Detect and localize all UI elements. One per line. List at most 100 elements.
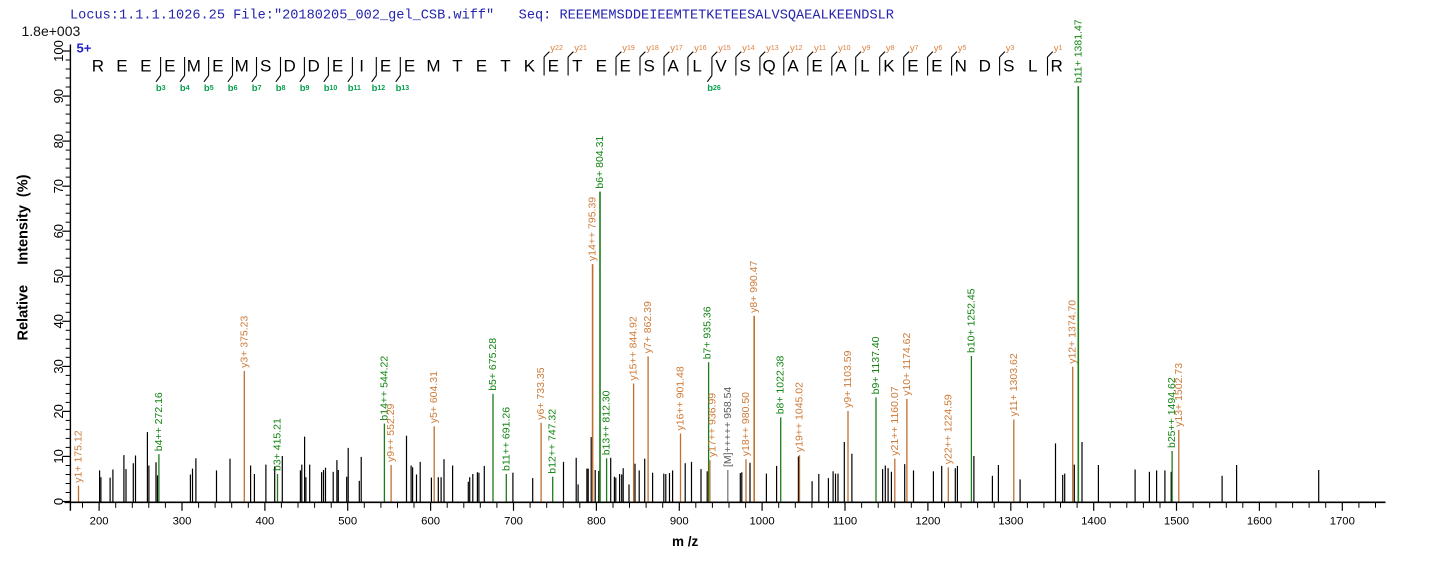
svg-text:y19++ 1045.02: y19++ 1045.02 [794,382,806,452]
svg-text:300: 300 [173,516,192,528]
svg-text:E: E [332,57,343,76]
svg-text:30: 30 [51,359,66,373]
svg-text:y17: y17 [670,43,683,54]
svg-text:1.8e+003: 1.8e+003 [22,23,81,39]
svg-text:Relative Intensity (%): Relative Intensity (%) [16,174,32,340]
svg-text:E: E [620,57,631,76]
svg-text:A: A [668,57,680,76]
svg-text:y21: y21 [574,43,587,54]
svg-text:y9++ 552.29: y9++ 552.29 [385,403,397,462]
svg-text:10: 10 [51,449,66,463]
svg-text:y13: y13 [766,43,779,54]
svg-text:L: L [1028,57,1037,76]
svg-text:700: 700 [504,516,523,528]
svg-text:y12: y12 [790,43,803,54]
svg-text:A: A [787,57,799,76]
svg-text:5+: 5+ [77,41,92,56]
svg-text:1700: 1700 [1330,516,1355,528]
svg-text:90: 90 [51,89,66,103]
svg-text:Q: Q [762,57,775,76]
svg-text:b11++ 691.26: b11++ 691.26 [500,407,512,471]
svg-text:y17++ 936.99: y17++ 936.99 [706,393,718,457]
svg-text:T: T [500,57,510,76]
svg-text:70: 70 [51,179,66,193]
svg-text:b8+ 1022.38: b8+ 1022.38 [775,355,787,414]
svg-text:T: T [452,57,462,76]
svg-text:y16: y16 [694,43,707,54]
svg-text:900: 900 [670,516,689,528]
svg-text:60: 60 [51,224,66,238]
svg-text:y6: y6 [934,43,943,54]
svg-text:b14++ 544.22: b14++ 544.22 [378,356,390,421]
svg-text:b13++ 812.30: b13++ 812.30 [601,390,613,455]
svg-text:T: T [572,57,582,76]
svg-text:D: D [284,57,296,76]
svg-text:1100: 1100 [833,516,857,528]
svg-text:E: E [404,57,415,76]
svg-text:y1: y1 [1054,43,1063,54]
svg-text:100: 100 [51,40,66,62]
svg-text:y16++ 901.48: y16++ 901.48 [675,366,687,430]
svg-text:R: R [1051,57,1063,76]
svg-text:y10: y10 [838,43,851,54]
svg-text:D: D [307,57,319,76]
svg-text:E: E [811,57,822,76]
svg-text:b7: b7 [252,83,262,94]
svg-text:D: D [979,57,991,76]
svg-text:E: E [548,57,559,76]
svg-text:b9+ 1137.40: b9+ 1137.40 [870,336,882,394]
svg-text:y14: y14 [742,43,755,54]
svg-text:E: E [596,57,607,76]
svg-text:V: V [715,57,727,76]
svg-text:L: L [692,57,701,76]
svg-text:S: S [644,57,655,76]
svg-text:y18++ 980.50: y18++ 980.50 [740,392,752,456]
svg-text:0: 0 [51,498,66,505]
svg-text:b26: b26 [707,83,721,94]
svg-text:b5+ 675.28: b5+ 675.28 [487,338,499,391]
svg-text:y15++ 844.92: y15++ 844.92 [628,316,640,380]
svg-text:y13+ 1502.73: y13+ 1502.73 [1173,363,1185,427]
svg-text:y8: y8 [886,43,895,54]
svg-text:L: L [860,57,869,76]
svg-text:b11: b11 [348,83,361,94]
svg-text:40: 40 [51,314,66,328]
svg-text:y22++ 1224.59: y22++ 1224.59 [942,394,954,464]
svg-text:R: R [92,57,104,76]
svg-text:b3+ 415.21: b3+ 415.21 [272,418,284,471]
svg-text:E: E [380,57,391,76]
svg-text:y8+ 990.47: y8+ 990.47 [748,260,760,312]
svg-text:1000: 1000 [750,516,775,528]
svg-text:600: 600 [421,516,440,528]
svg-text:E: E [931,57,942,76]
svg-text:1400: 1400 [1081,516,1106,528]
svg-text:S: S [1003,57,1014,76]
svg-text:b10+ 1252.45: b10+ 1252.45 [965,288,977,353]
svg-text:80: 80 [51,134,66,148]
svg-text:E: E [140,57,151,76]
svg-text:b12: b12 [372,83,386,94]
svg-text:400: 400 [255,516,274,528]
svg-text:y11: y11 [814,43,826,54]
svg-text:y14++ 795.39: y14++ 795.39 [587,197,599,261]
svg-text:y3: y3 [1006,43,1015,54]
svg-text:b13: b13 [396,83,410,94]
svg-text:b7+ 935.36: b7+ 935.36 [702,306,714,359]
svg-text:800: 800 [587,516,606,528]
svg-text:y7: y7 [910,43,919,54]
svg-text:y6+ 733.35: y6+ 733.35 [535,367,547,419]
svg-text:y5: y5 [958,43,967,54]
svg-text:b25++ 1494.62: b25++ 1494.62 [1166,377,1178,448]
svg-text:50: 50 [51,269,66,283]
svg-text:y21++ 1160.07: y21++ 1160.07 [889,386,901,455]
svg-text:b12++ 747.32: b12++ 747.32 [547,409,559,474]
svg-text:m /z: m /z [672,534,699,549]
svg-text:b6: b6 [228,83,238,94]
svg-text:y18: y18 [646,43,659,54]
svg-text:y1+ 175.12: y1+ 175.12 [73,430,85,482]
svg-text:b11+ 1381.47: b11+ 1381.47 [1072,19,1084,83]
svg-text:[M]+++++ 958.54: [M]+++++ 958.54 [722,387,734,467]
svg-text:K: K [883,57,895,76]
svg-text:y5+ 604.31: y5+ 604.31 [428,371,440,423]
svg-text:20: 20 [51,404,66,418]
